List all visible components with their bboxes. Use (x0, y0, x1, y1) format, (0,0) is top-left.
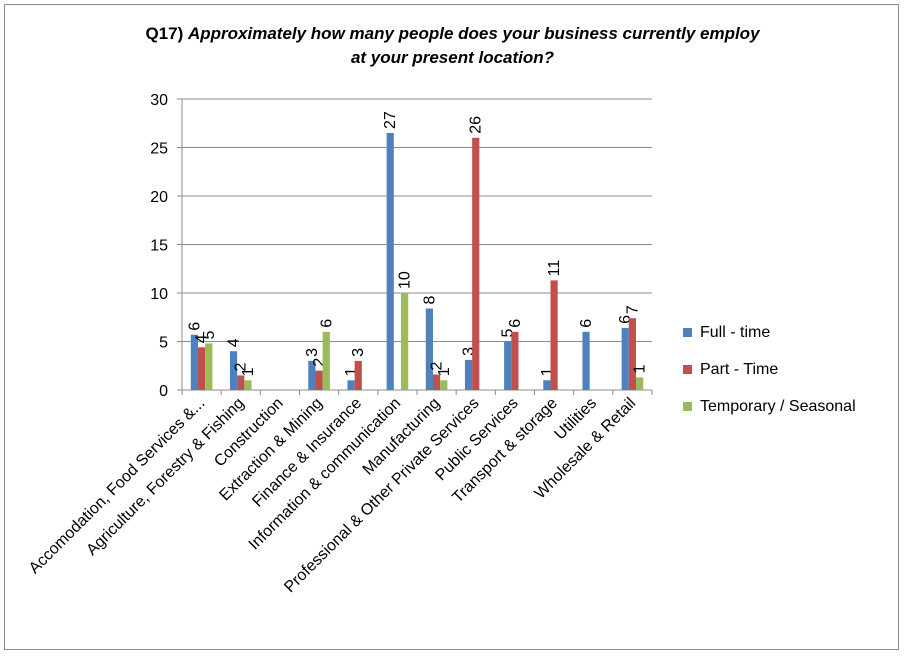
data-label-0-7: 3 (461, 347, 478, 356)
title-line1: Approximately how many people does your … (187, 24, 760, 43)
bar-0-10 (582, 331, 590, 390)
bar-0-1 (229, 351, 238, 390)
data-label-0-5: 27 (382, 111, 399, 129)
bar-2-5 (401, 293, 409, 390)
bar-0-7 (464, 359, 473, 390)
bar-0-9 (543, 380, 551, 390)
data-label-1-7: 26 (468, 116, 485, 134)
bar-1-4 (354, 360, 362, 390)
bar-0-8 (504, 341, 512, 390)
data-label-1-9: 11 (546, 260, 563, 277)
data-label-0-6: 8 (421, 296, 438, 305)
legend-label-part-time: Part - Time (700, 360, 779, 378)
bar-0-0 (190, 334, 198, 390)
bar-1-11 (628, 318, 637, 390)
y-tick-label-0: 0 (159, 383, 168, 400)
data-label-1-11: 7 (624, 305, 641, 314)
data-label-0-9: 1 (539, 367, 556, 376)
legend-item-part-time: Part - Time (683, 351, 856, 388)
data-label-0-10: 6 (578, 319, 595, 328)
y-tick-label-20: 20 (150, 189, 168, 206)
data-label-2-5: 10 (397, 271, 414, 289)
data-label-1-4: 3 (350, 348, 367, 357)
legend-swatch-full-time (683, 328, 692, 337)
chart-frame (4, 4, 899, 650)
data-label-2-11: 1 (632, 364, 649, 373)
bar-0-6 (425, 308, 433, 390)
data-label-1-1: 2 (233, 362, 250, 371)
legend-label-temporary: Temporary / Seasonal (700, 397, 856, 415)
bar-0-5 (386, 132, 394, 390)
data-label-0-0: 6 (186, 322, 203, 331)
x-category-label-1: Agriculture, Forestry & Fishing (83, 395, 247, 559)
title-prefix: Q17) (145, 24, 188, 43)
bar-1-8 (511, 331, 519, 390)
legend-item-full-time: Full - time (683, 314, 856, 351)
legend: Full - time Part - Time Temporary / Seas… (683, 314, 856, 425)
data-label-0-3: 3 (304, 348, 321, 357)
bar-1-0 (197, 347, 206, 390)
data-label-0-1: 4 (226, 338, 243, 347)
data-label-2-3: 6 (318, 319, 335, 328)
y-tick-label-10: 10 (150, 286, 168, 303)
bar-2-11 (636, 377, 644, 390)
data-label-1-3: 2 (311, 358, 328, 367)
data-label-0-11: 6 (617, 315, 634, 324)
bar-1-6 (432, 374, 441, 390)
data-label-0-8: 5 (500, 329, 517, 338)
bar-1-9 (550, 280, 558, 390)
y-tick-label-15: 15 (150, 238, 168, 255)
bar-2-0 (205, 343, 213, 390)
y-tick-label-25: 25 (150, 141, 168, 158)
bar-2-1 (244, 380, 252, 390)
title-line2: at your present location? (350, 48, 555, 67)
chart-title: Q17) Approximately how many people does … (0, 22, 905, 70)
legend-label-full-time: Full - time (700, 323, 771, 341)
data-label-0-4: 1 (343, 367, 360, 376)
legend-swatch-temporary (683, 402, 692, 411)
y-tick-label-30: 30 (150, 92, 168, 109)
y-tick-label-5: 5 (159, 335, 168, 352)
data-label-2-0: 5 (201, 330, 218, 339)
bar-1-3 (315, 370, 323, 390)
data-label-2-6: 1 (436, 367, 453, 376)
bar-2-3 (322, 331, 330, 390)
data-label-1-6: 2 (429, 361, 446, 370)
bar-0-3 (308, 360, 316, 390)
bar-1-7 (472, 137, 480, 390)
data-label-1-0: 4 (194, 334, 211, 343)
bar-2-6 (440, 380, 448, 390)
bar-0-11 (621, 327, 629, 390)
x-category-label-0: Accomodation, Food Services &... (26, 395, 208, 577)
data-label-1-8: 6 (507, 319, 524, 328)
data-label-2-1: 1 (240, 367, 257, 376)
bar-0-4 (347, 380, 355, 390)
legend-item-temporary: Temporary / Seasonal (683, 388, 856, 425)
legend-swatch-part-time (683, 365, 692, 374)
bar-1-1 (237, 375, 245, 390)
